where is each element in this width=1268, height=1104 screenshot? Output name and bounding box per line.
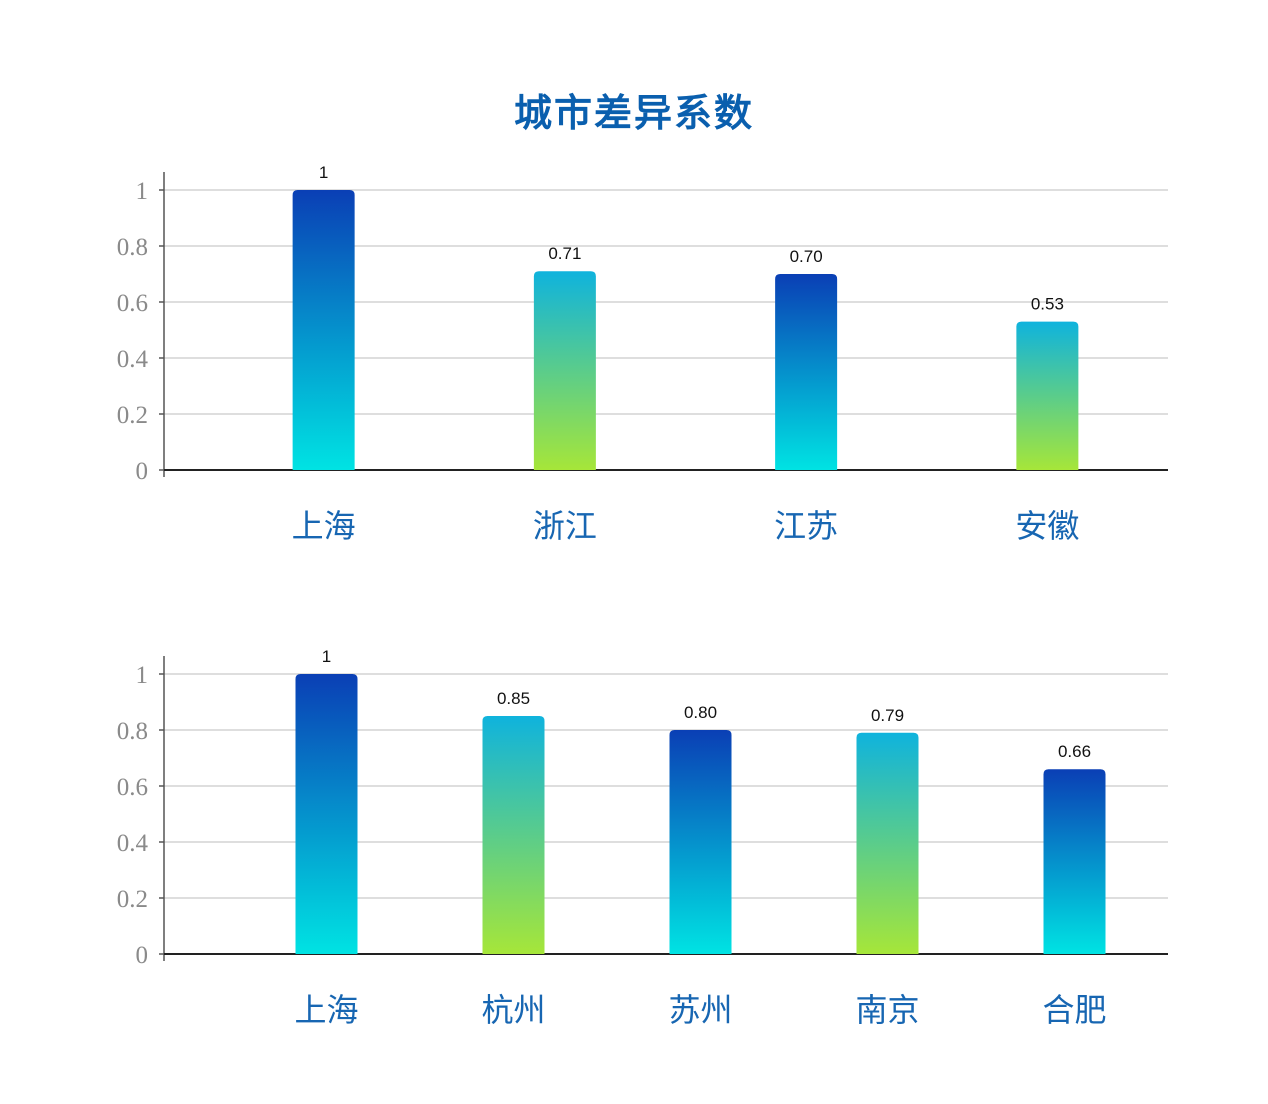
bar-value-label: 0.80 [684,703,717,722]
y-tick-label: 0.8 [117,718,148,745]
y-tick-label: 0 [136,942,149,969]
bar [1016,321,1079,470]
bar-value-label: 1 [322,647,331,666]
bar-value-label: 0.71 [548,244,581,263]
chart-title: 城市差异系数 [513,91,754,135]
y-tick-label: 0.2 [117,886,148,913]
y-tick-label: 0.8 [117,234,148,261]
y-tick-label: 0.4 [117,346,149,373]
category-label: 苏州 [668,991,732,1029]
bar [775,274,838,470]
bar [292,190,355,470]
bar [856,732,919,954]
category-label: 上海 [292,507,356,545]
bar-value-label: 0.85 [497,689,530,708]
category-label: 安徽 [1015,507,1079,545]
bar [295,674,358,954]
y-tick-label: 0.4 [117,830,149,857]
bar-value-label: 1 [319,163,328,182]
category-label: 合肥 [1042,991,1106,1029]
category-label: 上海 [294,991,358,1029]
bar [669,730,732,954]
y-tick-label: 0.2 [117,402,148,429]
y-tick-label: 1 [136,178,149,205]
category-label: 南京 [855,991,919,1029]
y-tick-label: 0.6 [117,290,148,317]
bar [533,271,596,470]
bar-value-label: 0.79 [871,706,904,725]
y-tick-label: 0 [136,458,149,485]
chart-province: 0 0.2 0.4 0.6 0.8 1 1 上海 0.71 浙江 0.70 江苏 0.53 安徽 [117,163,1168,545]
category-label: 杭州 [481,991,545,1029]
chart-city: 0 0.2 0.4 0.6 0.8 1 1 上海 0.85 杭州 0.80 苏州 0.79 南京 0.66 合… [117,647,1168,1029]
y-tick-label: 1 [136,662,149,689]
y-tick-label: 0.6 [117,774,148,801]
bar-value-label: 0.70 [790,247,823,266]
bar-value-label: 0.53 [1031,295,1064,314]
bar [1043,769,1106,954]
bar [482,716,545,954]
bar-value-label: 0.66 [1058,742,1091,761]
category-label: 江苏 [774,507,838,545]
category-label: 浙江 [533,507,597,545]
